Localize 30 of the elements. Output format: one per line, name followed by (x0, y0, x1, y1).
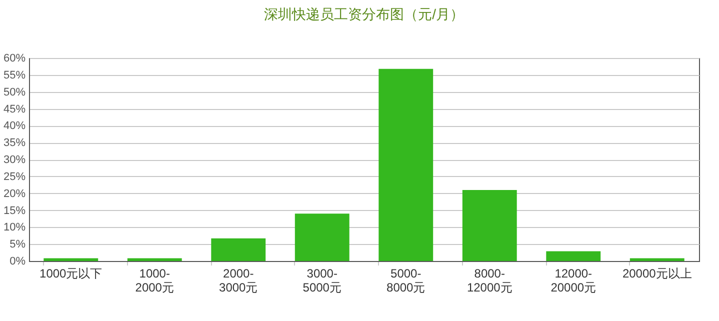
x-tick-label: 8000-12000元 (466, 266, 512, 294)
x-tick-label: 1000-2000元 (135, 266, 174, 294)
y-tick-label: 10% (3, 222, 26, 234)
x-tick-label: 1000元以下 (40, 266, 102, 280)
bar (294, 214, 350, 261)
chart-title: 深圳快递员工资分布图（元/月） (264, 6, 464, 22)
bar (462, 190, 517, 261)
y-tick-label: 35% (3, 137, 26, 150)
y-tick-label: 40% (3, 120, 26, 132)
bar (44, 258, 98, 261)
bar (546, 251, 601, 261)
y-tick-label: 50% (3, 86, 26, 98)
y-tick-label: 25% (3, 170, 26, 183)
x-tick-label: 3000-5000元 (302, 266, 342, 294)
y-tick-label: 45% (3, 103, 26, 116)
bar (127, 258, 182, 261)
bar (378, 68, 434, 261)
x-tick-label: 2000-3000元 (219, 266, 258, 294)
bar (211, 238, 266, 261)
x-tick-label: 12000-20000元 (550, 266, 596, 294)
bar (630, 258, 684, 261)
y-tick-label: 20% (3, 188, 26, 200)
y-tick-label: 30% (3, 154, 26, 166)
y-tick-label: 60% (3, 52, 26, 64)
y-tick-label: 55% (3, 69, 26, 82)
y-tick-label: 0% (10, 256, 26, 268)
x-tick-label: 5000-8000元 (386, 266, 426, 294)
y-tick-label: 15% (3, 204, 26, 217)
y-tick-label: 5% (10, 238, 26, 251)
x-tick-label: 20000元以上 (622, 266, 692, 280)
